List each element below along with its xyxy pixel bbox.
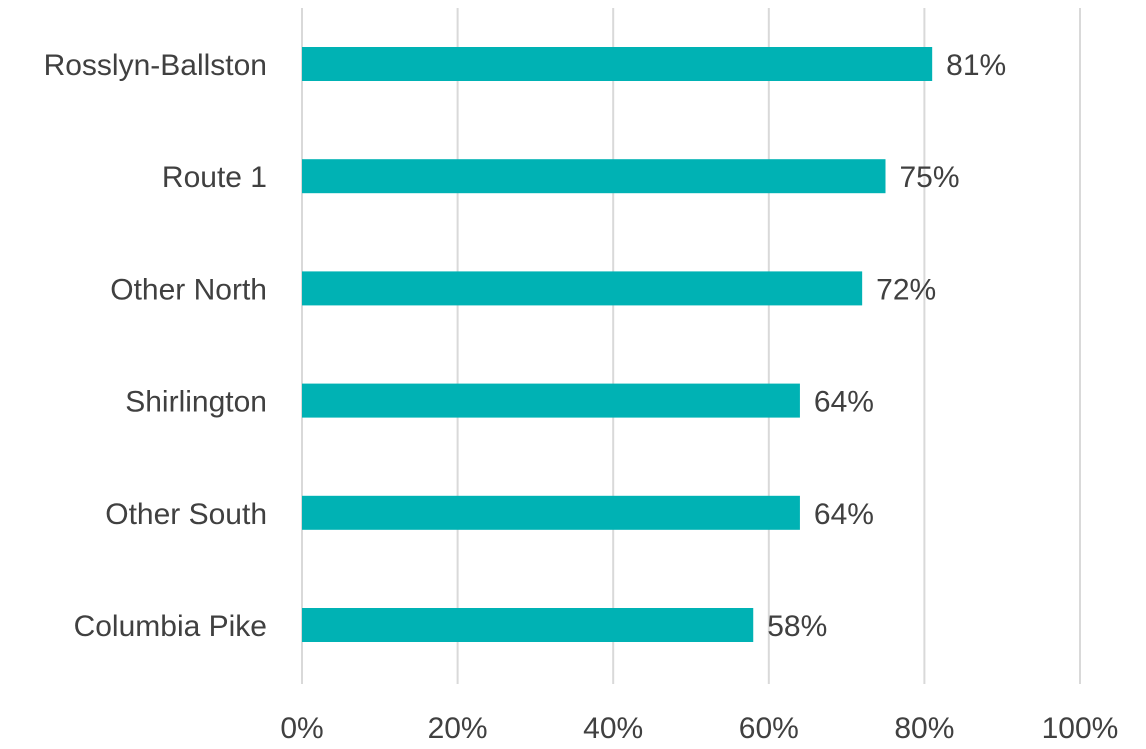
data-label: 64% <box>814 386 874 419</box>
bar <box>302 608 754 642</box>
category-label: Other South <box>105 498 267 531</box>
gridlines <box>301 8 1081 684</box>
data-label: 75% <box>900 161 960 194</box>
category-label: Other North <box>110 273 267 306</box>
data-label: 64% <box>814 498 874 531</box>
bar <box>302 47 933 81</box>
x-tick-label: 60% <box>739 712 799 744</box>
category-axis-labels: Rosslyn-Ballston Route 1 Other North Shirli… <box>44 49 267 643</box>
data-labels: 81% 75% 72% 64% 64% 58% <box>767 49 1006 643</box>
x-tick-label: 20% <box>428 712 488 744</box>
category-label: Rosslyn-Ballston <box>44 49 267 82</box>
bar <box>302 383 800 418</box>
data-label: 58% <box>767 610 827 643</box>
data-label: 72% <box>876 273 936 306</box>
x-tick-label: 100% <box>1042 712 1119 744</box>
data-label: 81% <box>946 49 1006 82</box>
category-label: Columbia Pike <box>74 610 267 643</box>
x-tick-label: 0% <box>280 712 323 744</box>
bars <box>302 47 933 642</box>
bar <box>302 159 886 194</box>
bar <box>302 495 800 530</box>
x-tick-label: 80% <box>894 712 954 744</box>
x-tick-label: 40% <box>583 712 643 744</box>
bar <box>302 271 863 306</box>
value-axis-tick-labels: 0% 20% 40% 60% 80% 100% <box>280 712 1119 745</box>
category-label: Shirlington <box>125 386 267 419</box>
category-label: Route 1 <box>162 161 267 194</box>
